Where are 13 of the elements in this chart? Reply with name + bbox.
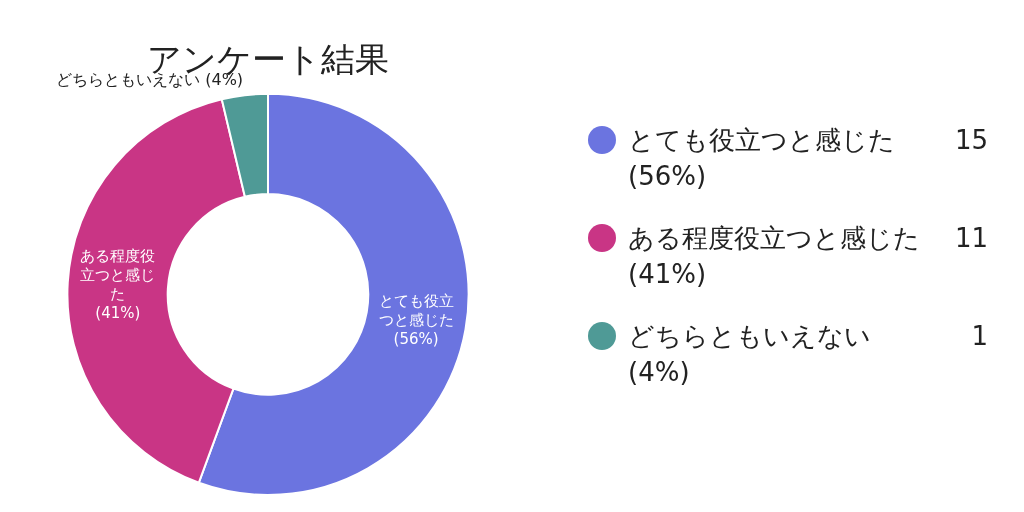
slice-label: ある程度役立つと感じた [80, 246, 156, 303]
data-label: (41%) [95, 303, 141, 322]
text: 15 [953, 124, 988, 157]
slice-label: とても役立つと感じた [378, 291, 454, 329]
text: (56%) [628, 161, 707, 191]
text: 1 [970, 320, 988, 353]
text: (41%) [628, 259, 707, 289]
legend-label: ある程度役立つと感じた [628, 223, 920, 253]
text: 11 [953, 222, 988, 255]
data-label: (4%) [628, 357, 690, 387]
data-label: (56%) [393, 329, 439, 348]
legend-label: どちらともいえない [628, 321, 871, 351]
legend-label: とても役立つと感じた [628, 125, 895, 155]
